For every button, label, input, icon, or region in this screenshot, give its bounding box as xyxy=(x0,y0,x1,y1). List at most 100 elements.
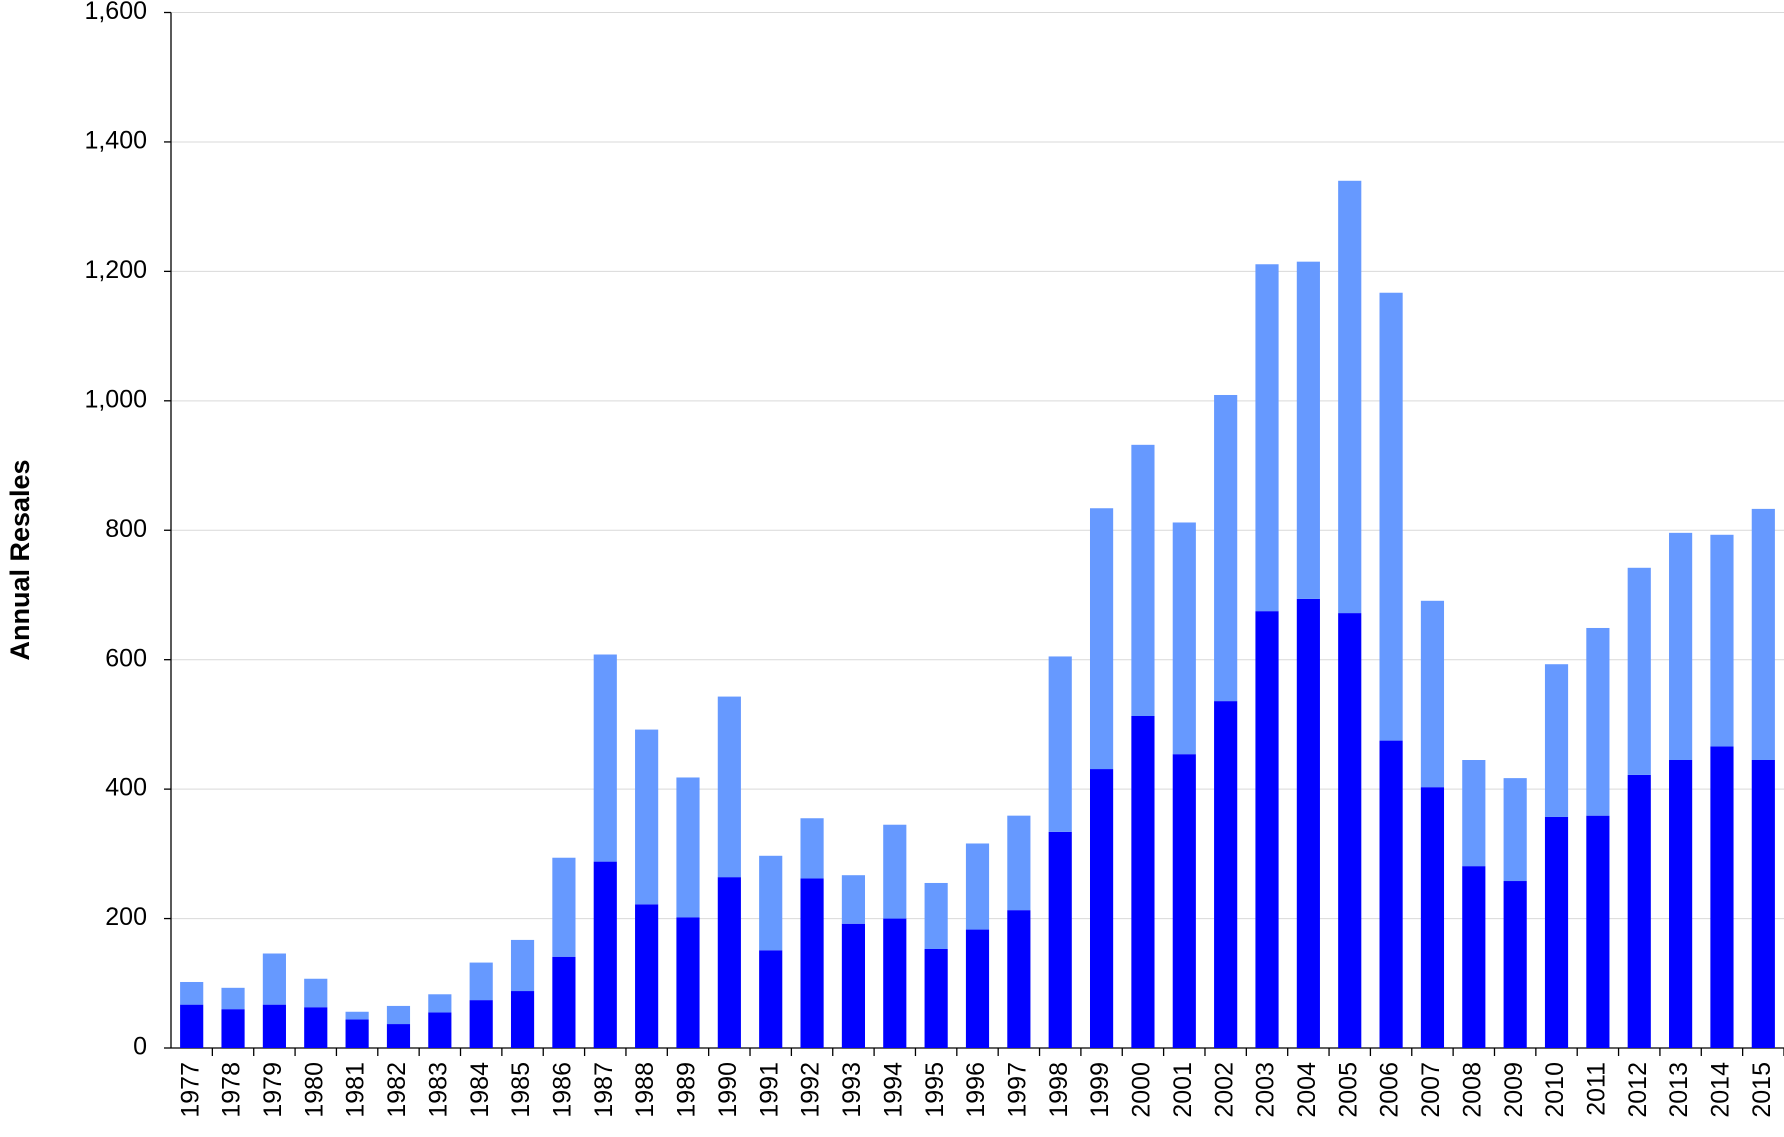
bar-segment xyxy=(1089,769,1114,1048)
bar-segment xyxy=(221,987,245,1010)
x-tick-label: 1991 xyxy=(755,1062,783,1118)
bar-segment xyxy=(510,991,535,1048)
bar-segment xyxy=(469,1000,493,1048)
y-axis-label: Annual Resales xyxy=(5,459,35,660)
x-tick-label: 2004 xyxy=(1293,1062,1321,1118)
bar-segment xyxy=(1048,831,1072,1048)
bar-segment xyxy=(1131,444,1155,716)
bar-segment xyxy=(883,918,907,1048)
x-tick-label: 1989 xyxy=(673,1062,701,1118)
bar-segment xyxy=(1296,598,1320,1048)
bar-segment xyxy=(386,1024,411,1048)
bar-segment xyxy=(1669,532,1693,761)
bar-segment xyxy=(345,1011,369,1020)
bar-segment xyxy=(1420,787,1445,1048)
x-tick-label: 2013 xyxy=(1665,1062,1693,1118)
bar-segment xyxy=(1338,613,1362,1048)
bar-segment xyxy=(635,729,659,905)
x-tick-label: 2007 xyxy=(1417,1062,1445,1118)
x-tick-label: 2015 xyxy=(1748,1062,1776,1118)
x-tick-label: 1996 xyxy=(962,1062,990,1118)
x-tick-label: 1980 xyxy=(300,1062,328,1118)
bar-segment xyxy=(1627,567,1651,775)
x-tick-label: 1993 xyxy=(838,1062,866,1118)
x-tick-label: 1992 xyxy=(797,1062,825,1118)
bar-segment xyxy=(552,956,576,1048)
bar-segment xyxy=(635,904,659,1048)
x-tick-label: 1977 xyxy=(176,1062,204,1118)
y-tick-label: 1,400 xyxy=(84,127,147,155)
x-tick-label: 2001 xyxy=(1169,1062,1197,1118)
x-tick-label: 1982 xyxy=(383,1062,411,1118)
bar-segment xyxy=(1379,740,1403,1048)
bar-segment xyxy=(345,1019,369,1048)
bar-segment xyxy=(1586,815,1610,1048)
bar-segment xyxy=(1172,522,1196,755)
x-tick-label: 1998 xyxy=(1045,1062,1073,1118)
bar-segment xyxy=(262,953,286,1005)
x-tick-label: 1990 xyxy=(714,1062,742,1118)
bar-segment xyxy=(1751,760,1775,1048)
bar-segment xyxy=(428,994,452,1013)
bar-segment xyxy=(1338,180,1362,614)
bar-segment xyxy=(1710,746,1734,1048)
bar-segment xyxy=(304,978,328,1008)
bar-segment xyxy=(1627,774,1651,1048)
bar-segment xyxy=(1710,534,1734,747)
bar-segment xyxy=(552,857,576,957)
bar-segment xyxy=(1544,664,1569,817)
x-tick-label: 1988 xyxy=(631,1062,659,1118)
bar-segment xyxy=(1048,656,1072,832)
x-tick-label: 2006 xyxy=(1376,1062,1404,1118)
bar-segment xyxy=(1296,261,1320,599)
bar-segment xyxy=(676,777,700,918)
bar-segment xyxy=(221,1009,245,1048)
bar-segment xyxy=(1751,508,1775,761)
bar-segment xyxy=(304,1007,328,1048)
bar-segment xyxy=(510,939,535,992)
bar-segment xyxy=(841,875,866,924)
bar-segment xyxy=(1420,600,1445,788)
bar-segment xyxy=(1089,508,1114,770)
x-tick-label: 2003 xyxy=(1252,1062,1280,1118)
bar-segment xyxy=(262,1004,286,1048)
bar-segment xyxy=(593,861,617,1048)
x-tick-label: 1985 xyxy=(507,1062,535,1118)
bar-segment xyxy=(180,981,204,1005)
x-tick-label: 1999 xyxy=(1086,1062,1114,1118)
y-tick-label: 1,600 xyxy=(84,0,147,25)
y-tick-label: 0 xyxy=(133,1033,147,1061)
bar-segment xyxy=(1007,815,1031,911)
bar-segment xyxy=(883,824,907,919)
bar-segment xyxy=(1669,760,1693,1048)
bar-segment xyxy=(1007,910,1031,1048)
bar-segment xyxy=(1379,292,1403,741)
x-tick-label: 2010 xyxy=(1541,1062,1569,1118)
bar-segment xyxy=(717,877,741,1048)
bar-segment xyxy=(386,1005,411,1025)
bar-segment xyxy=(1544,816,1569,1048)
x-tick-label: 1987 xyxy=(590,1062,618,1118)
x-tick-label: 2014 xyxy=(1707,1062,1735,1118)
x-tick-label: 1979 xyxy=(259,1062,287,1118)
bar-segment xyxy=(593,654,617,862)
bar-segment xyxy=(1462,866,1486,1048)
x-tick-label: 2009 xyxy=(1500,1062,1528,1118)
bar-segment xyxy=(759,855,783,951)
y-tick-label: 200 xyxy=(105,903,147,931)
bar-segment xyxy=(1503,881,1527,1048)
x-tick-label: 2000 xyxy=(1128,1062,1156,1118)
y-tick-label: 1,000 xyxy=(84,385,147,413)
bar-segment xyxy=(1586,627,1610,816)
x-tick-label: 1986 xyxy=(549,1062,577,1118)
x-tick-label: 2008 xyxy=(1458,1062,1486,1118)
bar-segment xyxy=(965,843,990,930)
bar-segment xyxy=(1503,778,1527,882)
x-tick-label: 1984 xyxy=(466,1062,494,1118)
bar-segment xyxy=(1172,754,1196,1048)
x-tick-label: 2005 xyxy=(1334,1062,1362,1118)
bar-segment xyxy=(841,923,866,1048)
bar-segment xyxy=(965,929,990,1048)
